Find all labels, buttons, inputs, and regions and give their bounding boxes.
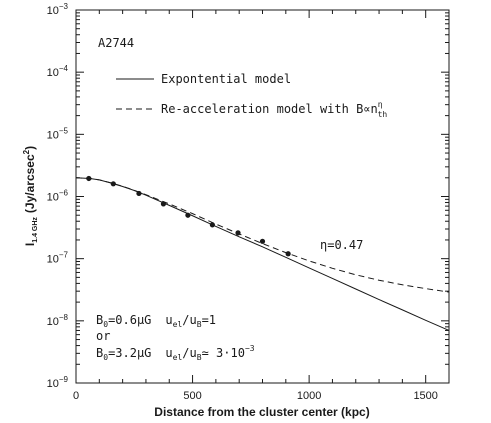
data-point	[259, 238, 266, 244]
panel-label: A2744	[98, 36, 134, 50]
x-tick-label: 1500	[413, 390, 437, 402]
y-tick-label-base: 10	[47, 5, 59, 17]
legend-dashed-label-main: Re-acceleration model with B∝n	[161, 102, 378, 116]
plot-frame	[75, 9, 450, 384]
data-point	[185, 212, 191, 218]
x-axis-label: Distance from the cluster center (kpc)	[154, 405, 369, 419]
data-point	[209, 222, 215, 228]
y-tick-label-base: 10	[47, 316, 59, 328]
y-tick-label-base: 10	[47, 254, 59, 266]
data-point	[86, 175, 92, 182]
x-tick-label: 0	[73, 390, 79, 402]
y-tick-labels: 10−910−810−710−610−510−410−3	[47, 2, 69, 390]
legend-dashed-label: Re-acceleration model with B∝nη th	[161, 100, 387, 119]
y-tick-label: 10−4	[47, 64, 69, 79]
data-point	[235, 230, 241, 236]
params-or: or	[96, 329, 110, 343]
y-tick-label: 10−6	[47, 189, 69, 204]
y-tick-label-exponent: −7	[59, 251, 69, 260]
series-line-reacceleration	[75, 177, 450, 293]
y-tick-label: 10−7	[47, 251, 69, 266]
y-axis-label: I1.4 GHz(Jy/arcsec2)	[22, 146, 39, 246]
y-tick-label-exponent: −4	[59, 64, 69, 73]
legend-solid-label: Expontential model	[161, 72, 291, 86]
y-tick-label-exponent: −5	[59, 126, 69, 135]
y-tick-label-base: 10	[47, 378, 59, 390]
y-tick-label-exponent: −3	[59, 2, 69, 11]
data-point	[110, 181, 116, 187]
params-line-1: B0=0.6μG uel/uB=1	[96, 313, 216, 329]
observed-points	[86, 175, 291, 257]
y-tick-label-exponent: −8	[59, 313, 69, 322]
data-point	[285, 251, 291, 257]
x-tick-labels: 0 500 1000 1500	[73, 390, 438, 402]
y-tick-label: 10−3	[47, 2, 69, 17]
data-point	[160, 201, 167, 207]
y-tick-label-base: 10	[47, 67, 59, 79]
series-line-exponential	[75, 177, 450, 331]
y-tick-label-exponent: −6	[59, 189, 69, 198]
x-tick-label: 1000	[297, 390, 321, 402]
params-line-2: B0=3.2μG uel/uB≃ 3·10−3	[96, 344, 255, 362]
legend-dashed-label-sub: th	[378, 110, 388, 119]
y-tick-label-exponent: −9	[59, 375, 69, 384]
x-tick-label: 500	[183, 390, 201, 402]
legend: Expontential model Re-acceleration model…	[116, 72, 387, 119]
y-tick-label: 10−5	[47, 126, 69, 141]
legend-dashed-label-sup: η	[378, 100, 383, 109]
y-tick-label: 10−9	[47, 375, 69, 390]
series-lines	[75, 177, 450, 331]
data-point	[136, 190, 142, 197]
y-tick-label-base: 10	[47, 129, 59, 141]
y-tick-label-base: 10	[47, 192, 59, 204]
y-tick-label: 10−8	[47, 313, 69, 328]
tick-marks	[75, 9, 450, 384]
eta-annotation: η=0.47	[320, 238, 363, 252]
